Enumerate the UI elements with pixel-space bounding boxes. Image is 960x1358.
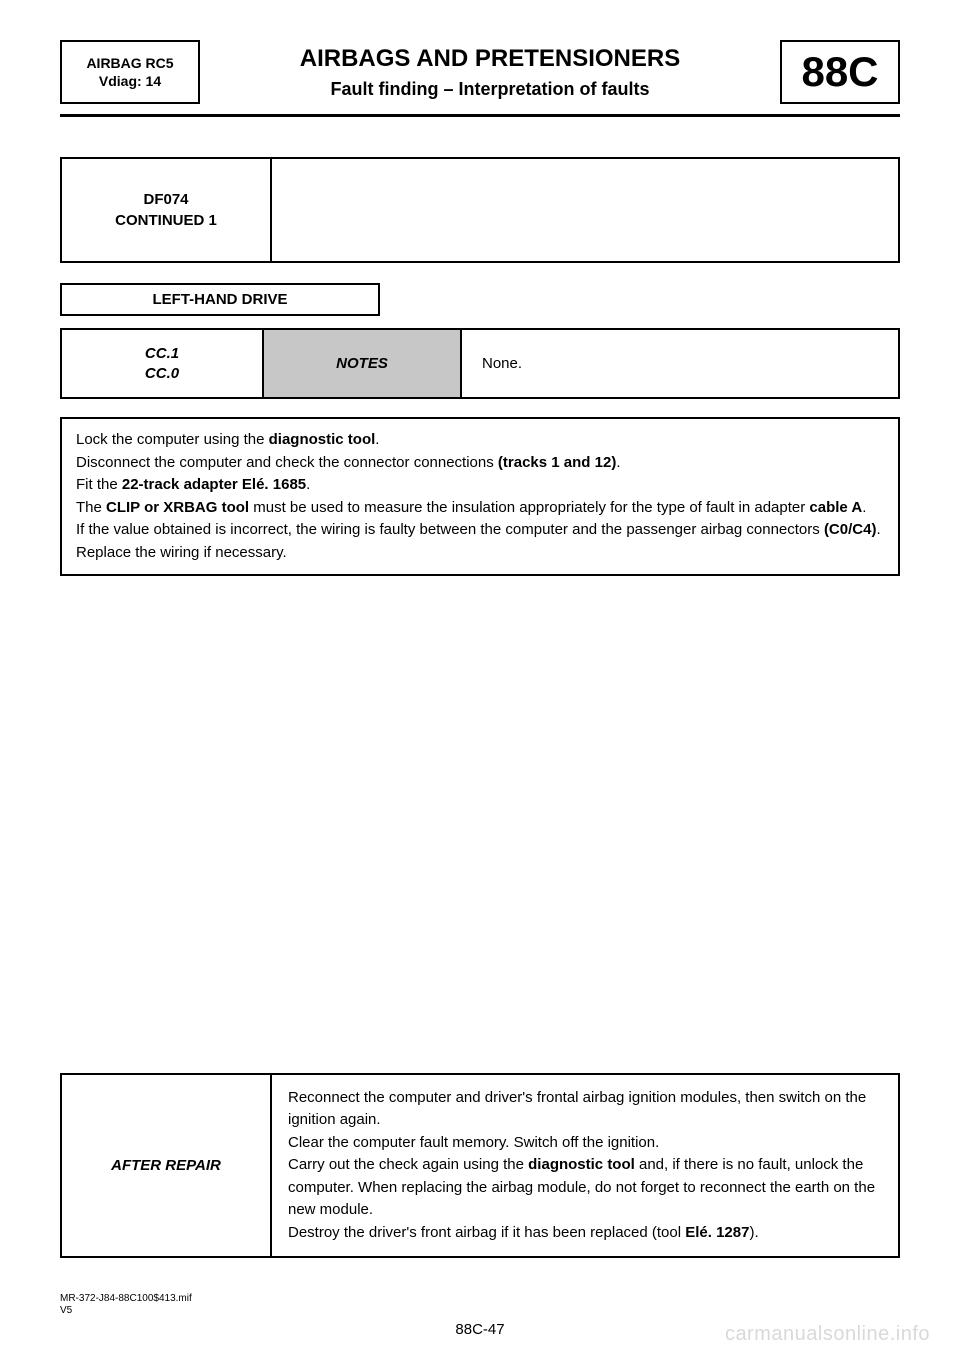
after-repair-label: AFTER REPAIR: [111, 1157, 221, 1174]
instr-4e: .: [862, 499, 866, 516]
instr-3b: 22-track adapter Elé. 1685: [122, 476, 306, 493]
fault-code-box: DF074 CONTINUED 1: [62, 159, 272, 261]
footer-ref-line2: V5: [60, 1305, 900, 1317]
instr-4b: CLIP or XRBAG tool: [106, 499, 249, 516]
notes-row: CC.1 CC.0 NOTES None.: [60, 328, 900, 399]
instr-2a: Disconnect the computer and check the co…: [76, 454, 498, 471]
ar-4c: ).: [749, 1224, 758, 1241]
instruction-line-1: Lock the computer using the diagnostic t…: [76, 429, 884, 452]
header-title-box: AIRBAGS AND PRETENSIONERS Fault finding …: [200, 40, 780, 104]
after-repair-box: AFTER REPAIR Reconnect the computer and …: [60, 1073, 900, 1259]
instruction-line-6: Replace the wiring if necessary.: [76, 542, 884, 565]
header-rule: [60, 114, 900, 117]
instr-3a: Fit the: [76, 476, 122, 493]
fault-banner-empty: [272, 159, 898, 261]
instr-5a: If the value obtained is incorrect, the …: [76, 521, 824, 538]
notes-label: NOTES: [336, 355, 388, 372]
fault-code-line1: DF074: [72, 189, 260, 210]
instruction-line-2: Disconnect the computer and check the co…: [76, 452, 884, 475]
ar-4b: Elé. 1287: [685, 1224, 749, 1241]
notes-code-line1: CC.1: [70, 344, 254, 364]
instruction-block: Lock the computer using the diagnostic t…: [60, 417, 900, 576]
after-repair-line-1: Reconnect the computer and driver's fron…: [288, 1087, 882, 1132]
after-repair-label-box: AFTER REPAIR: [62, 1075, 272, 1257]
instr-1b: diagnostic tool: [269, 431, 376, 448]
section-code-box: 88C: [780, 40, 900, 104]
instr-4a: The: [76, 499, 106, 516]
footer-ref-line1: MR-372-J84-88C100$413.mif: [60, 1293, 900, 1305]
notes-code-line2: CC.0: [70, 364, 254, 384]
notes-label-box: NOTES: [262, 330, 462, 397]
header-model-line1: AIRBAG RC5: [74, 54, 186, 72]
after-repair-text: Reconnect the computer and driver's fron…: [272, 1075, 898, 1257]
header-title-1: AIRBAGS AND PRETENSIONERS: [210, 45, 770, 73]
instr-4d: cable A: [809, 499, 862, 516]
header-title-2: Fault finding – Interpretation of faults: [210, 79, 770, 100]
instr-5b: (C0/C4): [824, 521, 877, 538]
footer-ref: MR-372-J84-88C100$413.mif V5: [60, 1293, 900, 1317]
notes-text: None.: [482, 355, 522, 372]
notes-codes-box: CC.1 CC.0: [62, 330, 262, 397]
instr-2b: (tracks 1 and 12): [498, 454, 616, 471]
after-repair-line-3: Carry out the check again using the diag…: [288, 1154, 882, 1222]
header-model-box: AIRBAG RC5 Vdiag: 14: [60, 40, 200, 104]
page-container: AIRBAG RC5 Vdiag: 14 AIRBAGS AND PRETENS…: [0, 0, 960, 1358]
instruction-line-4: The CLIP or XRBAG tool must be used to m…: [76, 497, 884, 520]
instr-1a: Lock the computer using the: [76, 431, 269, 448]
instr-1c: .: [375, 431, 379, 448]
instr-4c: must be used to measure the insulation a…: [249, 499, 809, 516]
instruction-line-5: If the value obtained is incorrect, the …: [76, 519, 884, 542]
watermark: carmanualsonline.info: [725, 1323, 930, 1346]
instr-2c: .: [616, 454, 620, 471]
section-code: 88C: [801, 48, 878, 96]
drive-side-box: LEFT-HAND DRIVE: [60, 283, 380, 316]
ar-3b: diagnostic tool: [528, 1156, 635, 1173]
fault-code-line2: CONTINUED 1: [72, 210, 260, 231]
drive-side-label: LEFT-HAND DRIVE: [62, 285, 378, 314]
notes-text-box: None.: [462, 330, 898, 397]
instruction-line-3: Fit the 22-track adapter Elé. 1685.: [76, 474, 884, 497]
instr-3c: .: [306, 476, 310, 493]
ar-3a: Carry out the check again using the: [288, 1156, 528, 1173]
after-repair-line-4: Destroy the driver's front airbag if it …: [288, 1222, 882, 1245]
instr-5c: .: [876, 521, 880, 538]
ar-4a: Destroy the driver's front airbag if it …: [288, 1224, 685, 1241]
after-repair-line-2: Clear the computer fault memory. Switch …: [288, 1132, 882, 1155]
fault-code-banner: DF074 CONTINUED 1: [60, 157, 900, 263]
header-model-line2: Vdiag: 14: [74, 72, 186, 90]
page-header: AIRBAG RC5 Vdiag: 14 AIRBAGS AND PRETENS…: [60, 40, 900, 104]
